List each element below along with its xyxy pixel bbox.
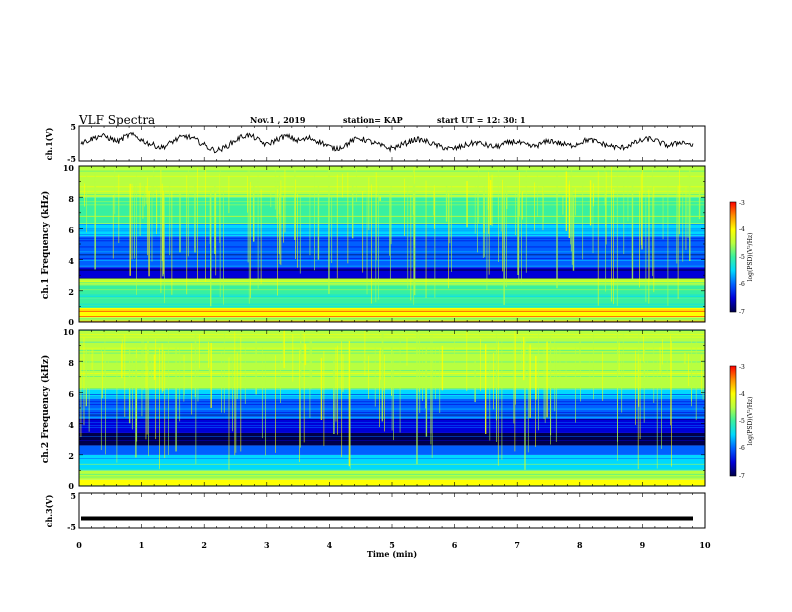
ch2-spectrogram-ticks: [78, 329, 706, 487]
ch3-ytick-bottom: -5: [67, 522, 76, 532]
ch1-colorbar-label: log(PSD)(V²/Hz): [747, 233, 754, 282]
ch1-ylabel-text: ch.1 Frequency (kHz): [40, 191, 51, 300]
ch2-ytick-4: 4: [68, 420, 74, 430]
ch1-spectrogram-image: [79, 165, 705, 322]
ch1-ytick-4: 4: [68, 256, 74, 266]
ch2-spectrogram-band: [79, 432, 705, 446]
ch3-waveform-frame: [78, 492, 706, 529]
ch1-waveform-plot: [78, 126, 706, 161]
ch2-spectrogram-panel: ch.2 Frequency (kHz) 10 8 6 4 2 0: [40, 327, 706, 491]
ch1-spectrogram-band: [79, 298, 705, 308]
ch2-ytick-6: 6: [68, 389, 74, 399]
ch2-colorbar-label: log(PSD)(V²/Hz): [747, 397, 754, 446]
time-tick-label-7: 7: [514, 540, 520, 550]
date-label: Nov.1 , 2019: [250, 115, 306, 125]
ch2-ytick-2: 2: [68, 451, 74, 461]
time-tick-label-1: 1: [139, 540, 145, 550]
ch1-cbar-tick-m7: -7: [739, 309, 745, 316]
figure-title: VLF Spectra: [78, 113, 155, 127]
ch3-waveform-ylabel: ch.3(V): [44, 494, 54, 527]
time-tick-label-9: 9: [640, 540, 646, 550]
start-time-label: start UT = 12: 30: 1: [437, 115, 526, 125]
ch2-spectrogram-band: [79, 470, 705, 480]
ch3-ytick-top: 5: [70, 491, 76, 501]
ch2-ytick-10: 10: [63, 327, 75, 337]
time-axis-labels: 0 1 2 3 4 5 6 7 8 9 10: [76, 540, 711, 550]
ch1-spectrogram-ylabel: ch.1 Frequency (kHz): [40, 191, 51, 300]
ch1-ytick-bottom: -5: [67, 154, 76, 164]
ch1-spectrogram-band: [79, 223, 705, 237]
ch1-spectrogram-ticks: [78, 165, 706, 323]
ch2-colorbar: -3 -4 -5 -6 -7 log(PSD)(V²/Hz): [729, 364, 754, 480]
time-tick-label-10: 10: [699, 540, 711, 550]
time-tick-label-0: 0: [76, 540, 82, 550]
ch1-cbar-tick-m4: -4: [739, 226, 745, 233]
ch1-spectrogram-band: [79, 307, 705, 318]
ch2-ytick-8: 8: [68, 358, 74, 368]
ch2-spectrogram-ylabel: ch.2 Frequency (kHz): [40, 355, 51, 464]
time-tick-label-8: 8: [577, 540, 583, 550]
ch2-cbar-tick-m6: -6: [739, 445, 745, 452]
ch3-waveform-panel: ch.3(V) 5 -5 0 1 2 3 4 5 6 7 8 9 10 Time (min): [44, 491, 711, 559]
time-tick-label-6: 6: [452, 540, 458, 550]
ch1-ytick-2: 2: [68, 287, 74, 297]
ch1-colorbar-bar: [729, 201, 737, 313]
time-tick-label-4: 4: [327, 540, 333, 550]
ch2-colorbar-bar: [729, 365, 737, 477]
ch1-ytick-8: 8: [68, 194, 74, 204]
ch1-spectrogram-panel: ch.1 Frequency (kHz) 10 6 4 8 2 0: [40, 163, 706, 327]
ch1-colorbar: -3 -4 -5 -6 -7 log(PSD)(V²/Hz): [729, 200, 754, 316]
ch2-spectrogram-image: [79, 330, 705, 486]
ch2-cbar-tick-m4: -4: [739, 391, 745, 398]
station-label: station= KAP: [343, 115, 403, 125]
ch1-spectrogram-band: [79, 236, 705, 257]
ch1-cbar-tick-m5: -5: [739, 254, 745, 261]
ch1-ytick-6: 6: [68, 225, 74, 235]
ch1-ytick-top: 5: [70, 122, 76, 132]
ch1-ytick-0: 0: [68, 317, 74, 327]
ch2-cbar-tick-m3: -3: [739, 364, 745, 371]
ch1-cbar-tick-m6: -6: [739, 281, 745, 288]
time-tick-label-3: 3: [264, 540, 270, 550]
ch2-spectrogram-band: [79, 454, 705, 471]
time-tick-label-5: 5: [389, 540, 395, 550]
ch2-cbar-tick-m7: -7: [739, 473, 745, 480]
ch1-waveform-trace: [80, 131, 694, 154]
time-axis-label: Time (min): [367, 549, 417, 559]
ch1-waveform-ylabel: ch.1(V): [44, 127, 54, 160]
ch2-spectrogram-band: [79, 445, 705, 455]
ch2-ytick-0: 0: [68, 481, 74, 491]
ch1-waveform-panel: ch.1(V) 5 -5: [44, 122, 706, 164]
ch1-ytick-10: 10: [63, 163, 75, 173]
ch2-ylabel-text: ch.2 Frequency (kHz): [40, 355, 51, 464]
time-axis-ticks: [78, 493, 706, 528]
ch1-cbar-tick-m3: -3: [739, 200, 745, 207]
ch2-cbar-tick-m5: -5: [739, 418, 745, 425]
ch1-spectrogram-band: [79, 267, 705, 279]
time-tick-label-2: 2: [201, 540, 207, 550]
ch1-spectrogram-band: [79, 256, 705, 268]
